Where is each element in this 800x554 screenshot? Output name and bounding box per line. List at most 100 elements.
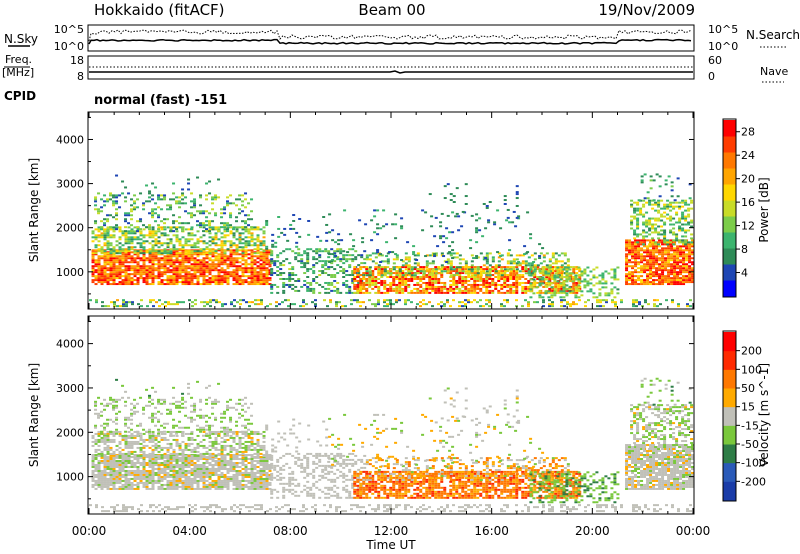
power-cell [376,251,380,254]
power-cell [139,242,143,245]
power-cell [203,305,206,308]
power-cell [652,265,656,268]
power-cell [238,265,242,268]
power-cell [431,274,435,277]
power-cell [211,240,215,243]
power-cell [458,270,462,273]
power-cell [157,252,161,255]
power-cell [312,250,316,253]
power-cell [166,218,170,221]
power-cell [256,273,260,276]
power-cell [182,301,185,304]
power-cell [190,232,194,235]
power-cell [124,214,128,217]
velocity-cell [175,458,179,461]
power-cell [178,271,182,274]
power-cell [303,264,307,267]
power-cell [321,250,325,253]
velocity-cell [148,462,152,464]
power-cell [145,267,149,270]
power-cell [125,301,128,304]
power-cell [196,265,200,268]
power-cell [589,288,593,291]
power-cell [178,273,182,276]
power-cell [655,267,659,270]
power-cell [566,289,570,292]
power-cell [655,245,659,248]
power-cell [232,261,236,264]
power-cell [663,203,667,206]
power-cell [461,279,465,282]
power-cell [181,198,185,201]
power-cell [580,272,584,275]
power-cell [238,240,242,243]
power-cell [232,265,236,268]
power-cell [488,281,492,284]
power-cell [250,253,254,256]
power-cell [599,305,602,308]
velocity-cell [154,456,158,459]
power-cell [268,263,272,266]
power-cell [217,261,221,264]
power-cell [389,299,392,302]
power-cell [309,287,313,290]
power-cell [245,301,248,304]
power-cell [679,277,683,280]
power-cell [256,261,260,264]
power-cell [652,279,656,282]
power-cell [172,263,176,266]
power-cell [139,265,143,268]
power-cell [631,255,635,258]
power-cell [124,249,128,252]
power-cell [503,281,507,284]
power-cell [446,268,450,271]
power-cell [452,201,456,203]
power-cell [443,281,447,284]
power-cell [410,276,414,278]
power-cell [424,255,428,258]
power-cell [160,234,164,237]
power-cell [314,299,317,302]
power-cell [666,213,670,216]
power-cell [175,271,179,274]
power-cell [214,259,218,262]
power-cell [336,272,340,275]
power-cell [551,289,555,292]
power-cell [512,272,516,275]
power-cell [124,269,128,272]
power-cell [169,253,173,256]
power-cell [658,251,662,254]
velocity-cell [100,475,104,478]
power-cell [133,279,137,282]
power-cell [562,268,566,271]
power-cell [678,217,682,220]
power-cell [115,208,119,211]
power-cell [312,258,316,261]
velocity-cell [139,479,143,482]
power-cell [625,259,629,262]
power-cell [548,291,552,294]
power-cell [244,279,248,282]
power-cell [136,267,140,270]
velocity-cell [187,475,191,478]
power-cell [118,238,122,241]
power-cell [428,279,432,282]
power-cell [642,229,646,232]
power-cell [303,262,307,265]
power-cell [652,271,656,274]
velocity-cell [109,462,113,464]
power-cell [485,258,489,261]
power-cell [690,237,694,240]
power-cell [103,222,107,225]
power-cell [470,278,474,280]
power-cell [279,252,283,255]
power-cell [443,291,447,294]
power-cell [106,267,110,270]
power-cell [614,301,617,304]
power-cell [386,303,389,306]
power-cell [172,261,176,264]
power-cell [640,257,644,260]
power-cell [506,270,510,273]
power-cell [142,202,146,205]
power-cell [637,199,641,202]
